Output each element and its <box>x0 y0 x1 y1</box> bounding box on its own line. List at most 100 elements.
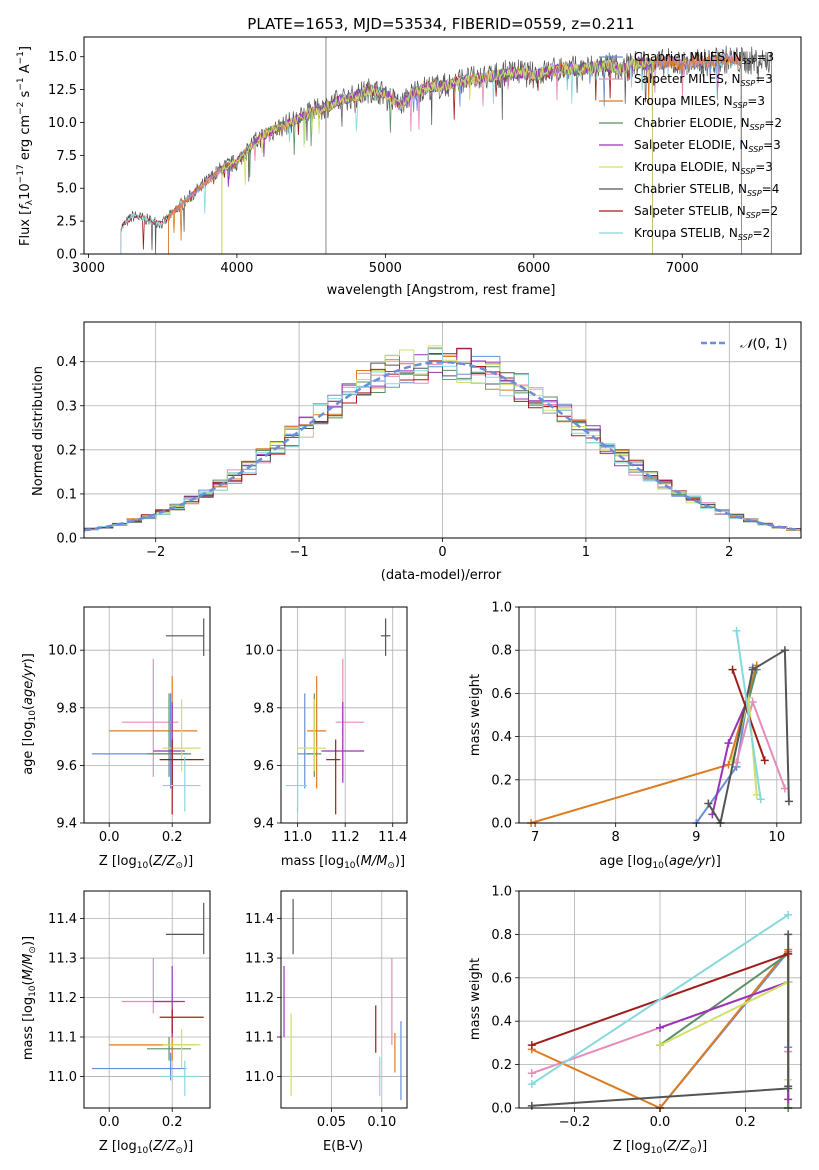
age-weight-xtick-label: 7 <box>531 830 539 845</box>
z-weight-ylabel: mass weight <box>468 958 483 1040</box>
z-weight-series-9 <box>531 914 789 1085</box>
age-weight-ytick-label: 0.0 <box>491 817 512 832</box>
z-age-xtick-label: 0.0 <box>99 830 120 845</box>
z-weight-marker <box>784 910 793 919</box>
z-weight-xtick-label: 0.2 <box>735 1115 756 1130</box>
z-weight-marker <box>527 1069 536 1078</box>
mass-age-xtick-label: 11.0 <box>283 830 312 845</box>
hist-legend: 𝒩(0, 1) <box>701 337 787 352</box>
spectrum-series-6 <box>221 57 653 254</box>
ebv-mass-ytick-label: 11.2 <box>245 991 274 1006</box>
spectrum-legend-label: Chabrier ELODIE, NSSP=2 <box>634 116 782 132</box>
ebv-mass-ytick-label: 11.1 <box>245 1030 274 1045</box>
age-weight-marker <box>732 626 741 635</box>
spectrum-frame <box>83 36 802 255</box>
z-weight-marker <box>784 1095 793 1104</box>
z-mass-ylabel: mass [log10(M/M⊙)] <box>21 936 38 1060</box>
z-age-xlabel: Z [log10(Z/Z⊙)] <box>99 854 193 871</box>
age-weight-ytick-label: 0.4 <box>491 730 512 745</box>
z-mass-xtick-label: 0.2 <box>162 1115 183 1130</box>
age-weight-ytick-label: 0.2 <box>491 773 512 788</box>
mass-age-ytick-label: 10.0 <box>245 644 274 659</box>
age-weight-marker <box>780 784 789 793</box>
hist-ylabel: Normed distribution <box>31 366 46 496</box>
z-weight-xlabel: Z [log10(Z/Z⊙)] <box>613 1139 707 1156</box>
spectrum-title: PLATE=1653, MJD=53534, FIBERID=0559, z=0… <box>247 15 634 33</box>
hist-xtick-label: 1 <box>582 545 590 560</box>
ebv-mass-xtick-label: 0.05 <box>317 1115 346 1130</box>
hist-xtick-label: −2 <box>146 545 165 560</box>
z-weight-ytick-label: 0.4 <box>491 1015 512 1030</box>
z-weight-frame <box>518 890 802 1109</box>
z-weight-marker <box>656 1023 664 1032</box>
z-age-ytick-label: 10.0 <box>48 644 77 659</box>
ebv-mass-ytick-label: 11.4 <box>245 912 274 927</box>
age-weight-marker <box>756 795 765 804</box>
age-weight-xtick-label: 8 <box>612 830 620 845</box>
age-weight-marker <box>728 665 737 674</box>
z-mass-xtick-label: 0.0 <box>99 1115 120 1130</box>
z-weight-ytick-label: 1.0 <box>491 885 512 900</box>
gauss-legend-label: 𝒩(0, 1) <box>740 337 787 352</box>
ebv-mass-xtick-label: 0.10 <box>367 1115 396 1130</box>
spectrum-ytick-label: 10.0 <box>48 116 77 131</box>
z-weight-series-7 <box>531 934 790 1107</box>
z-weight-marker <box>527 1041 536 1050</box>
ebv-mass-ytick-label: 11.3 <box>245 952 274 967</box>
age-weight-marker <box>704 799 713 808</box>
age-weight-marker <box>760 756 769 765</box>
spectrum-legend-label: Salpeter ELODIE, NSSP=3 <box>634 138 781 154</box>
age-weight-marker <box>780 646 789 655</box>
spectrum-xlabel: wavelength [Angstrom, rest frame] <box>327 283 556 298</box>
age-weight-marker <box>748 698 757 707</box>
z-mass-ytick-label: 11.3 <box>48 952 77 967</box>
spectrum-ytick-label: 2.5 <box>56 215 77 230</box>
z-weight-marker <box>784 930 793 939</box>
z-mass-ytick-label: 11.2 <box>48 991 77 1006</box>
ebv-mass-xlabel: E(B-V) <box>323 1139 363 1154</box>
mass-age-xlabel: mass [log10(M/M⊙)] <box>281 854 405 871</box>
spectrum-ytick-label: 7.5 <box>56 149 77 164</box>
spectrum-ytick-label: 15.0 <box>48 50 77 65</box>
hist-xtick-label: 2 <box>725 545 733 560</box>
mass-age-frame <box>280 606 408 824</box>
spectrum-ytick-label: 5.0 <box>56 182 77 197</box>
z-weight-marker <box>784 949 793 958</box>
z-weight-marker <box>527 1080 536 1089</box>
z-mass-ytick-label: 11.0 <box>48 1070 77 1085</box>
z-age-ytick-label: 9.4 <box>56 817 77 832</box>
spectrum-xtick-label: 7000 <box>666 261 699 276</box>
hist-ytick-label: 0.3 <box>56 399 77 414</box>
mass-age-xtick-label: 11.4 <box>378 830 407 845</box>
ebv-mass-ytick-label: 11.0 <box>245 1070 274 1085</box>
age-weight-marker <box>748 665 757 674</box>
z-weight-ytick-label: 0.6 <box>491 971 512 986</box>
hist-xlabel: (data-model)/error <box>381 568 502 583</box>
mass-age-ytick-label: 9.4 <box>253 817 274 832</box>
age-weight-xlabel: age [log10(age/yr)] <box>599 854 721 871</box>
age-weight-ylabel: mass weight <box>468 674 483 756</box>
mass-age-ytick-label: 9.6 <box>253 759 274 774</box>
hist-ytick-label: 0.1 <box>56 487 77 502</box>
age-weight-series-9 <box>735 630 762 800</box>
z-age-ytick-label: 9.6 <box>56 759 77 774</box>
z-weight-ytick-label: 0.2 <box>491 1058 512 1073</box>
spectrum-ylabel: Flux [fλ10−17 erg cm−2 s−1 A−1] <box>16 46 35 246</box>
spectrum-legend-label: Chabrier STELIB, NSSP=4 <box>634 182 779 198</box>
z-mass-frame <box>83 890 211 1109</box>
hist-ytick-label: 0.0 <box>56 532 77 547</box>
spectrum-legend-label: Kroupa STELIB, NSSP=2 <box>634 226 770 242</box>
spectrum-xtick-label: 5000 <box>369 261 402 276</box>
hist-xtick-label: 0 <box>438 545 446 560</box>
spectrum-legend-label: Kroupa MILES, NSSP=3 <box>634 94 765 110</box>
hist-ytick-label: 0.2 <box>56 443 77 458</box>
z-age-frame <box>83 606 211 824</box>
spectrum-xtick-label: 3000 <box>72 261 105 276</box>
z-age-ytick-label: 9.8 <box>56 701 77 716</box>
spectrum-ytick-label: 0.0 <box>56 248 77 263</box>
age-weight-ytick-label: 0.6 <box>491 687 512 702</box>
mass-age-xtick-label: 11.2 <box>331 830 360 845</box>
age-weight-marker <box>724 739 733 748</box>
ebv-mass-frame <box>280 890 408 1109</box>
